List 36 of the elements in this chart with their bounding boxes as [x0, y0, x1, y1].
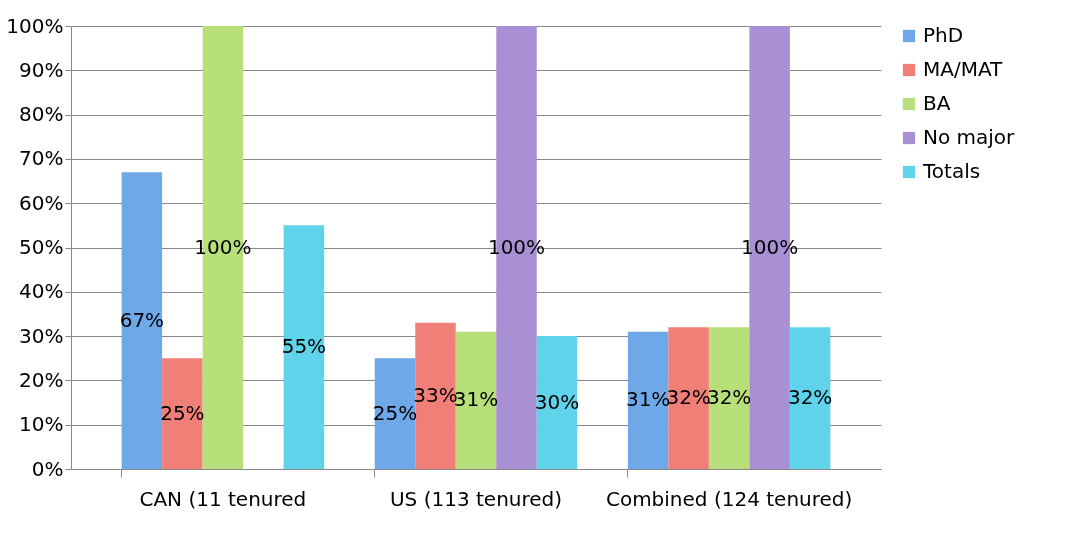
x-tick-label: Combined (124 tenured): [605, 486, 853, 511]
legend-label: BA: [923, 91, 951, 115]
y-tick-label: 40%: [19, 279, 64, 304]
bar: [789, 327, 831, 469]
data-label: 100%: [487, 234, 546, 259]
y-tick-label: 90%: [19, 57, 64, 82]
data-label: 30%: [534, 389, 580, 414]
legend-label: MA/MAT: [923, 57, 1004, 81]
bar: [708, 327, 750, 469]
bar: [283, 225, 325, 469]
y-tick-label: 50%: [19, 235, 64, 259]
bar: [627, 331, 669, 469]
data-label: 25%: [160, 400, 205, 425]
data-label: 67%: [119, 307, 165, 332]
y-tick-label: 20%: [19, 367, 64, 392]
y-tick-label: 80%: [19, 102, 64, 127]
x-tick-label: CAN (11 tenured: [139, 486, 307, 511]
y-tick-label: 0%: [31, 456, 64, 481]
bar: [668, 327, 709, 469]
x-tick-label: US (113 tenured): [389, 486, 563, 511]
data-label: 100%: [741, 234, 799, 259]
bar: [415, 322, 456, 469]
legend-label: PhD: [923, 23, 964, 47]
y-tick-label: 10%: [19, 412, 64, 437]
legend-label: No major: [923, 125, 1016, 149]
data-label: 32%: [787, 385, 833, 410]
y-tick-label: 70%: [19, 146, 64, 171]
y-tick-label: 30%: [19, 323, 64, 348]
y-tick-label: 100%: [6, 13, 64, 38]
bar: [374, 358, 416, 469]
bar: [162, 358, 203, 469]
bar: [121, 172, 163, 469]
y-tick-label: 60%: [19, 190, 64, 215]
bar: [536, 336, 578, 469]
legend-label: Totals: [922, 159, 981, 183]
bar: [455, 331, 497, 469]
